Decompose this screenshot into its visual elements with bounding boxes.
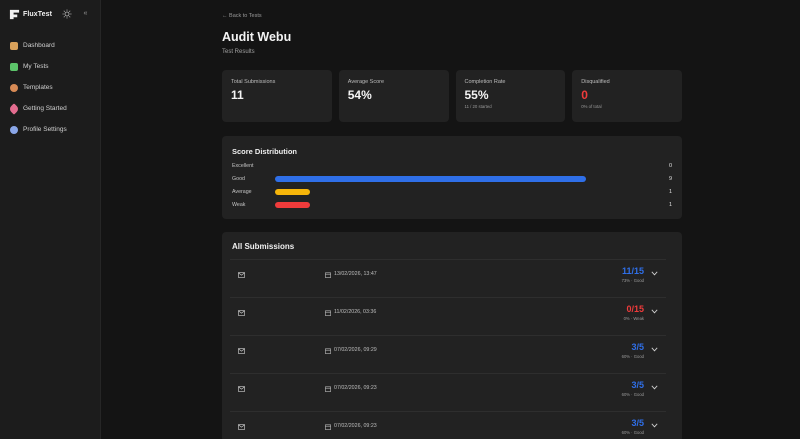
pencil-icon [10,62,18,71]
stat-value: 54% [347,88,372,102]
distribution-bar [275,189,310,195]
distribution-label: Excellent [232,163,254,169]
calendar-icon [325,424,331,430]
chevron-down-icon[interactable] [651,385,658,390]
sidebar-item-label: Dashboard [23,42,55,49]
distribution-bar [275,202,310,208]
rocket-icon [8,102,20,115]
mail-icon [238,386,245,392]
brand-name: FluxTest [23,11,53,18]
chevron-down-icon[interactable] [651,271,658,276]
mail-icon [238,424,245,430]
home-icon [10,41,18,50]
gear-icon [10,125,18,134]
sidebar-item-label: Getting Started [23,105,67,112]
sidebar-item-label: Profile Settings [23,126,67,133]
section-title: Score Distribution [232,147,298,156]
chevron-down-icon[interactable] [651,347,658,352]
submission-date: 13/02/2026, 13:47 [334,271,377,277]
distribution-bar [275,176,586,182]
stat-subtext: 11 / 20 started [464,104,492,109]
distribution-row-weak: Weak 1 [232,201,672,209]
stat-label: Average Score [347,79,385,85]
page-title: Audit Webu [222,30,292,44]
chevron-down-icon[interactable] [651,309,658,314]
chevron-down-icon[interactable] [651,423,658,428]
submission-score: 11/15 [621,266,644,276]
sidebar-item-templates[interactable]: Templates [10,77,67,98]
submission-score: 3/5 [631,418,644,428]
submission-date: 07/02/2026, 09:23 [334,385,377,391]
distribution-row-excellent: Excellent 0 [232,162,672,170]
submission-row[interactable]: 11/02/2026, 03:36 0/15 0% · Weak [230,297,666,332]
sidebar-item-label: Templates [23,84,53,91]
sidebar-item-profile-settings[interactable]: Profile Settings [10,119,67,140]
sidebar-item-label: My Tests [23,63,49,70]
stat-label: Completion Rate [464,79,506,85]
stat-card-total-submissions: Total Submissions 11 [222,70,332,122]
submission-detail: 60% · Good [621,430,644,435]
stat-card-completion-rate: Completion Rate 55% 11 / 20 started [455,70,566,122]
theme-toggle-icon[interactable] [62,9,72,19]
palette-icon [10,83,18,92]
submission-score: 3/5 [631,380,644,390]
stat-card-disqualified: Disqualified 0 0% of total [572,70,682,122]
submission-row[interactable]: 13/02/2026, 13:47 11/15 73% · Good [230,259,666,294]
submission-date: 07/02/2026, 09:29 [334,347,377,353]
calendar-icon [325,386,331,392]
submission-date: 07/02/2026, 09:23 [334,423,377,429]
distribution-count: 0 [668,163,672,169]
stat-value: 55% [464,88,489,102]
submission-score: 0/15 [626,304,644,314]
submission-row[interactable]: 07/02/2026, 09:29 3/5 60% · Good [230,335,666,370]
sidebar-item-my-tests[interactable]: My Tests [10,56,67,77]
stat-value: 11 [231,88,244,102]
calendar-icon [325,272,331,278]
distribution-count: 9 [668,176,672,182]
distribution-row-average: Average 1 [232,188,672,196]
stat-value: 0 [581,88,588,102]
collapse-sidebar-icon[interactable]: « [83,10,88,17]
mail-icon [238,272,245,278]
sidebar-item-dashboard[interactable]: Dashboard [10,35,67,56]
stat-subtext: 0% of total [581,104,602,109]
distribution-label: Average [232,189,252,195]
distribution-label: Good [232,176,245,182]
section-title: All Submissions [232,242,295,251]
brand[interactable]: FluxTest [9,9,52,20]
submission-detail: 60% · Good [621,354,644,359]
distribution-row-good: Good 9 [232,175,672,183]
sidebar-nav: Dashboard My Tests Templates Getting Sta… [8,35,67,140]
calendar-icon [325,348,331,354]
submission-detail: 60% · Good [621,392,644,397]
submission-row[interactable]: 07/02/2026, 09:23 3/5 60% · Good [230,411,666,439]
distribution-count: 1 [668,202,672,208]
back-to-tests-link[interactable]: ← Back to Tests [222,13,262,19]
distribution-count: 1 [668,189,672,195]
submission-date: 11/02/2026, 03:36 [334,309,377,315]
submissions-card: All Submissions 13/02/2026, 13:47 11/15 … [222,232,682,439]
submission-score: 3/5 [631,342,644,352]
submission-detail: 73% · Good [621,278,644,283]
stat-label: Total Submissions [231,79,276,85]
logo-icon [9,9,20,20]
sidebar-item-getting-started[interactable]: Getting Started [8,98,67,119]
sidebar: FluxTest « Dashboard My Tests Templates … [0,0,101,439]
score-distribution-card: Score Distribution Excellent 0 Good 9 Av… [222,136,682,219]
page-subtitle: Test Results [222,49,255,55]
distribution-label: Weak [232,202,246,208]
stat-label: Disqualified [581,79,610,85]
main-content: ← Back to Tests Audit Webu Test Results … [101,0,800,439]
mail-icon [238,348,245,354]
submission-row[interactable]: 07/02/2026, 09:23 3/5 60% · Good [230,373,666,408]
mail-icon [238,310,245,316]
stats-row: Total Submissions 11 Average Score 54% C… [222,70,682,122]
submission-detail: 0% · Weak [623,316,644,321]
calendar-icon [325,310,331,316]
stat-card-average-score: Average Score 54% [338,70,449,122]
